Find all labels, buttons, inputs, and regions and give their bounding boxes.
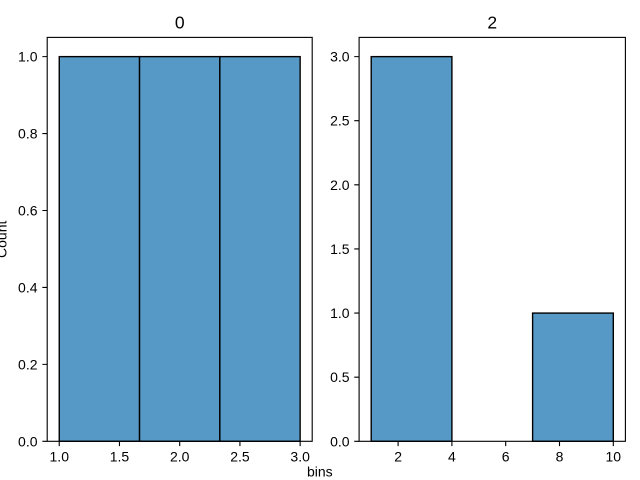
svg-text:2.5: 2.5 — [230, 449, 250, 465]
svg-text:10: 10 — [606, 449, 622, 465]
svg-text:1.5: 1.5 — [330, 241, 350, 257]
svg-text:3.0: 3.0 — [290, 449, 310, 465]
svg-text:3.0: 3.0 — [330, 49, 350, 65]
svg-text:0.5: 0.5 — [330, 369, 350, 385]
svg-text:4: 4 — [448, 449, 456, 465]
svg-text:1.0: 1.0 — [50, 449, 70, 465]
svg-text:0.4: 0.4 — [18, 279, 38, 295]
svg-text:Count: Count — [0, 221, 10, 258]
svg-text:0.0: 0.0 — [18, 433, 38, 449]
svg-text:2: 2 — [394, 449, 402, 465]
svg-text:0.0: 0.0 — [330, 433, 350, 449]
svg-text:6: 6 — [502, 449, 510, 465]
svg-text:2.5: 2.5 — [330, 113, 350, 129]
svg-text:0.2: 0.2 — [18, 356, 38, 372]
svg-text:1.5: 1.5 — [110, 449, 130, 465]
svg-text:0.6: 0.6 — [18, 203, 38, 219]
svg-text:0: 0 — [175, 13, 185, 33]
svg-text:2: 2 — [487, 13, 497, 33]
svg-text:2.0: 2.0 — [330, 177, 350, 193]
svg-text:8: 8 — [556, 449, 564, 465]
svg-text:2.0: 2.0 — [170, 449, 190, 465]
svg-text:0.8: 0.8 — [18, 126, 38, 142]
svg-text:1.0: 1.0 — [18, 49, 38, 65]
svg-text:1.0: 1.0 — [330, 305, 350, 321]
svg-text:bins: bins — [307, 464, 333, 480]
